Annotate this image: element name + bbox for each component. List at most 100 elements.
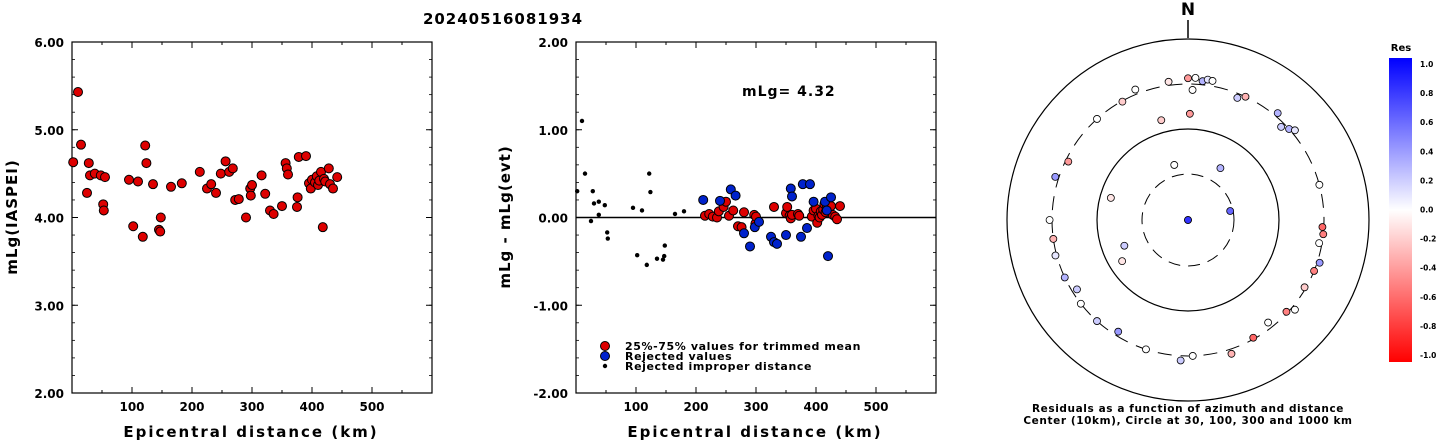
station-marker: [1045, 216, 1054, 224]
data-point: [215, 168, 226, 179]
colorbar-tick-label: -0.6: [1420, 293, 1436, 302]
station-marker: [1208, 77, 1217, 85]
station-marker: [1106, 193, 1115, 202]
rejected-distance-point: [575, 188, 580, 194]
data-point: [256, 170, 267, 181]
rejected-value-point: [754, 216, 764, 227]
station-marker: [1227, 349, 1236, 358]
data-point: [140, 140, 151, 151]
x-tick-label: 400: [299, 400, 324, 414]
data-point: [137, 231, 148, 242]
north-label: N: [1181, 0, 1195, 20]
data-point: [241, 212, 251, 223]
data-point: [277, 201, 287, 212]
station-marker: [1241, 92, 1250, 101]
rejected-distance-point: [596, 199, 601, 204]
colorbar-tick-label: -0.4: [1420, 264, 1436, 273]
y-tick-label: -1.00: [533, 299, 568, 313]
rejected-distance-point: [630, 205, 636, 211]
rejected-value-point: [802, 223, 812, 234]
rejected-distance-point: [662, 243, 667, 248]
station-marker: [1120, 241, 1129, 250]
rejected-value-point: [730, 190, 741, 201]
rejected-distance-point: [596, 212, 601, 218]
legend-blue-dot: [600, 351, 610, 361]
rejected-distance-point: [672, 211, 678, 217]
data-point: [155, 212, 166, 223]
middle-points: [575, 118, 845, 268]
polar-points: [1045, 74, 1328, 365]
station-marker: [1315, 258, 1324, 267]
rejected-distance-point: [588, 218, 594, 224]
rejected-distance-point: [582, 171, 588, 176]
station-marker: [1064, 157, 1073, 166]
left-panel: 100 200 300 400 500 2.00 3.00 4.00 5.00 6.00 mLg(…: [3, 36, 433, 441]
colorbar-ticks: 1.0 0.8 0.6 0.4 0.2 0.0 -0.2 -0.4 -0.6 -0.8 -1.0: [1420, 60, 1436, 360]
rejected-distance-point: [662, 253, 667, 259]
x-tick-label: 500: [863, 400, 888, 414]
rejected-distance-point: [660, 257, 666, 262]
colorbar-tick-label: -0.2: [1420, 235, 1436, 244]
data-point: [245, 190, 256, 201]
y-tick-label: 0.00: [538, 212, 568, 226]
data-point: [292, 201, 302, 212]
station-marker: [1185, 109, 1194, 118]
data-point: [176, 178, 187, 189]
colorbar-tick-label: 0.6: [1420, 118, 1433, 127]
data-point: [283, 169, 293, 180]
x-tick-label: 100: [623, 400, 648, 414]
colorbar-tick-label: 0.2: [1420, 176, 1433, 185]
station-marker: [1300, 283, 1309, 292]
rejected-value-point: [821, 205, 832, 216]
colorbar-tick-label: -0.8: [1420, 322, 1436, 331]
station-marker: [1249, 333, 1258, 342]
y-tick-label: 2.00: [34, 387, 64, 401]
colorbar-tick-label: -1.0: [1420, 351, 1436, 360]
station-marker: [1118, 97, 1127, 106]
left-x-axis-label: Epicentral distance (km): [123, 423, 378, 441]
station-marker: [1170, 161, 1179, 169]
station-marker: [1176, 356, 1185, 365]
station-marker: [1315, 180, 1324, 189]
legend-black-dot: [602, 363, 608, 369]
rejected-distance-point: [579, 118, 585, 124]
data-point: [268, 208, 279, 219]
station-marker: [1216, 164, 1225, 173]
legend-blue-label: Rejected values: [625, 350, 732, 363]
trimmed-mean-point: [728, 205, 739, 216]
left-points: [68, 87, 343, 242]
station-marker: [1277, 122, 1286, 131]
data-point: [100, 172, 110, 183]
rejected-value-point: [808, 196, 819, 207]
x-tick-label: 300: [743, 400, 768, 414]
data-point: [328, 183, 338, 194]
station-marker: [1142, 345, 1150, 354]
station-marker: [1264, 318, 1273, 327]
legend-black-label: Rejected improper distance: [625, 360, 812, 373]
trimmed-mean-point: [782, 201, 793, 212]
data-point: [323, 163, 334, 174]
rejected-value-point: [823, 251, 833, 262]
rejected-value-point: [772, 238, 782, 249]
station-marker: [1093, 115, 1101, 123]
data-point: [83, 158, 94, 169]
station-marker: [1315, 239, 1324, 248]
data-point: [141, 158, 152, 169]
colorbar: Res 1.0 0.8 0.6 0.4 0.2 0.0 -0.2 -0.4 -0.6 -0.8 -1…: [1389, 43, 1436, 362]
data-point: [317, 222, 328, 233]
data-point: [76, 139, 86, 150]
circle-1000km: [1006, 38, 1370, 402]
legend-red-label: 25%-75% values for trimmed mean: [625, 340, 861, 353]
mlg-annotation: mLg= 4.32: [742, 84, 836, 100]
station-marker: [1157, 116, 1166, 125]
colorbar-tick-label: 0.0: [1420, 206, 1433, 215]
rejected-value-point: [698, 194, 709, 205]
station-marker: [1060, 273, 1069, 282]
data-point: [98, 205, 109, 216]
data-point: [133, 176, 143, 187]
y-tick-label: 4.00: [34, 212, 64, 226]
y-tick-label: 3.00: [34, 299, 64, 313]
trimmed-mean-point: [739, 207, 749, 218]
colorbar-tick-label: 1.0: [1420, 60, 1433, 69]
